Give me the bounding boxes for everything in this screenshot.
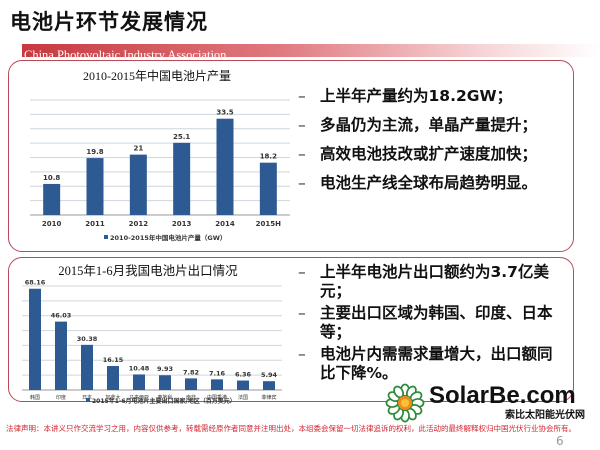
category-label: 奥地利 [157,394,172,401]
category-label: 2014 [215,220,235,228]
chart-title: 2010-2015年中国电池片产量 [83,68,231,83]
production-bullets: 上半年产量约为18.2GW； 多晶仍为主流，单晶产量提升； 高效电池技改或扩产速… [298,86,537,194]
bar [55,321,67,390]
bar [211,379,223,390]
bullet: 上半年电池片出口额约为3.7亿美元； [298,263,560,300]
category-label: 法国 [238,394,248,401]
association-name: China Photovoltaic Industry Association [24,48,227,62]
category-label: 2011 [85,220,105,228]
data-label: 21 [133,145,143,153]
bar [159,375,171,390]
slide-title: 电池片环节发展情况 [10,10,208,34]
bullet: 高效电池技改或扩产速度加快； [298,144,537,165]
bar [237,380,249,390]
export-chart: 2015年1-6月我国电池片出口情况 68.16 韩国 46.03 印度 30.38 日本 1… [22,264,282,405]
category-label: 日本 [82,394,92,401]
data-label: 30.38 [77,335,98,343]
bullet: 多晶仍为主流，单晶产量提升； [298,115,537,136]
legend-swatch [104,235,108,239]
data-label: 46.03 [51,312,72,320]
data-label: 33.5 [216,109,233,117]
category-label: 中国香港 [207,394,227,401]
data-label: 18.2 [260,153,277,161]
watermark-subtext: 索比太阳能光伏网 [505,410,585,421]
bar [133,374,145,390]
category-label: 2010 [42,220,62,228]
production-chart: 2010-2015年中国电池片产量 10.8 2010 19.8 2011 21 2012 2… [30,68,290,242]
data-label: 5.94 [261,371,278,379]
watermark-text: SolarBe.com [429,382,576,409]
bar [107,366,119,390]
legend-label: 2010-2015年中国电池片产量（GW） [110,233,226,242]
flower-logo-icon [385,383,425,423]
page-number: 6 [556,434,564,448]
data-label: 68.16 [25,279,46,287]
data-label: 10.8 [43,174,60,182]
category-label: 2013 [172,220,192,228]
export-panel [8,257,574,402]
bar [259,162,277,215]
legend-label: 2015年1-6月电池片主要出口国家/地区（百万美元） [92,397,236,405]
bar [86,158,104,215]
category-label: 韩国 [30,394,40,401]
category-label: 马来西亚 [129,394,149,401]
data-label: 16.15 [103,356,124,364]
bullet: 电池生产线全球布局趋势明显。 [298,173,537,194]
bar [263,381,275,390]
category-label: 加拿大 [105,394,120,401]
bullet: 电池片内需需求量增大，出口额同比下降%。 [298,345,560,382]
data-label: 25.1 [173,133,190,141]
production-panel [8,60,574,252]
bar [216,118,234,215]
category-label: 2012 [129,220,149,228]
bar [129,154,147,215]
category-label: 2015H [256,220,281,228]
data-label: 7.16 [209,369,226,377]
bar [43,183,61,215]
association-band: China Photovoltaic Industry Association [22,44,600,62]
chart-title: 2015年1-6月我国电池片出口情况 [58,264,238,278]
bullet: 主要出口区域为韩国、印度、日本等； [298,304,560,341]
category-label: 印度 [56,394,66,401]
data-label: 10.48 [129,364,150,372]
export-bullets: 上半年电池片出口额约为3.7亿美元； 主要出口区域为韩国、印度、日本等； 电池片… [298,263,560,382]
data-label: 7.82 [183,368,199,376]
bar [185,378,197,390]
category-label: 南非 [186,394,196,401]
bar [173,142,191,215]
bar [29,288,41,390]
legend-swatch [86,398,90,402]
data-label: 9.93 [157,365,173,373]
data-label: 6.36 [235,371,252,379]
bar [81,344,93,390]
category-label: 菲律宾 [261,394,276,401]
data-label: 19.8 [86,148,103,156]
legal-notice: 法律声明：本讲义只作交流学习之用，内容仅供参考，转载需经原作者同意并注明出处，本… [6,424,576,433]
solarbe-watermark: SolarBe.com 索比太阳能光伏网 [385,383,595,423]
bullet: 上半年产量约为18.2GW； [298,86,537,107]
